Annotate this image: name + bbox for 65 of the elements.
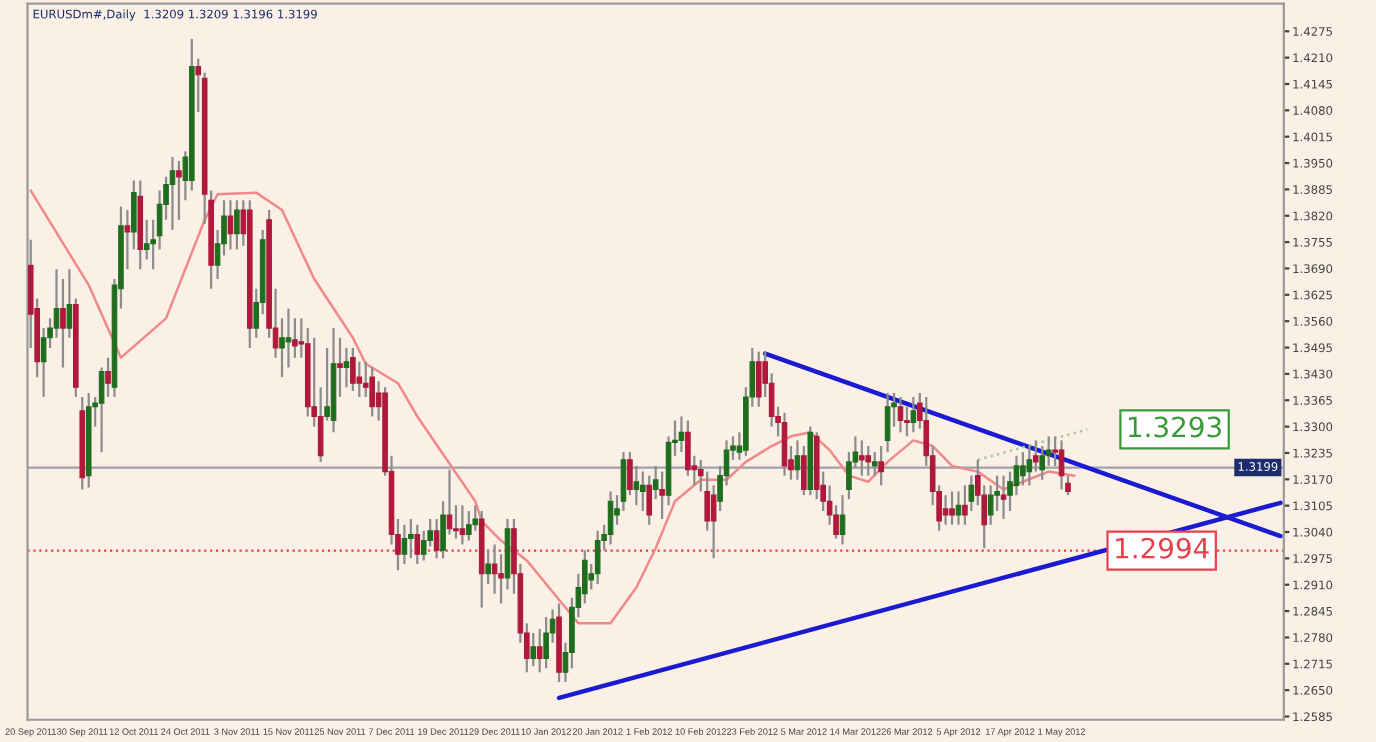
- candlestick: [839, 494, 846, 546]
- candlestick: [124, 208, 131, 271]
- candlestick: [369, 366, 376, 418]
- candlestick: [343, 346, 350, 389]
- candlestick: [169, 155, 176, 232]
- candlestick: [60, 277, 66, 369]
- candlestick: [659, 470, 665, 521]
- candlestick: [781, 411, 788, 477]
- candlestick: [871, 451, 878, 477]
- candlestick: [646, 474, 653, 526]
- candlestick: [755, 350, 762, 408]
- candlestick: [962, 484, 968, 526]
- ref-line-label: 1.2994: [1116, 537, 1209, 559]
- candlestick: [350, 346, 356, 393]
- candlestick: [627, 451, 633, 497]
- candlestick: [1020, 451, 1026, 487]
- candlestick: [801, 444, 807, 497]
- candlestick: [285, 307, 292, 369]
- candlestick: [910, 395, 917, 434]
- candlestick: [337, 336, 343, 399]
- candlestick: [543, 616, 549, 670]
- candlestick: [362, 360, 369, 399]
- candlestick: [897, 395, 904, 434]
- candlestick: [485, 549, 491, 586]
- candlestick: [530, 631, 537, 668]
- candlestick: [1052, 435, 1058, 468]
- candlestick: [594, 529, 601, 586]
- candlestick: [40, 326, 47, 399]
- annotation: 1.3293: [1129, 416, 1221, 438]
- candlestick: [987, 484, 994, 526]
- candlestick: [143, 218, 150, 261]
- candlestick: [356, 360, 363, 399]
- candlestick: [904, 405, 910, 438]
- candlestick: [865, 444, 872, 477]
- candlestick: [685, 419, 691, 477]
- candlestick: [536, 627, 543, 674]
- candlestick: [279, 317, 285, 379]
- candlestick: [949, 490, 955, 526]
- candlestick: [408, 517, 414, 560]
- candlestick: [639, 470, 646, 513]
- candlestick: [1058, 439, 1065, 491]
- candlestick: [955, 490, 962, 526]
- candlestick: [878, 444, 884, 487]
- candlestick: [859, 439, 865, 477]
- candlestick: [942, 494, 949, 526]
- candlestick: [794, 439, 801, 481]
- candlestick: [401, 523, 408, 566]
- candlestick: [498, 553, 504, 605]
- candlestick: [433, 517, 440, 560]
- candlestick: [446, 468, 453, 536]
- candlestick: [884, 391, 891, 454]
- candlestick: [292, 317, 298, 359]
- line-series: [29, 189, 1076, 625]
- candlestick: [176, 159, 182, 221]
- candlestick: [1039, 444, 1046, 481]
- candlestick: [459, 504, 466, 546]
- candlestick: [98, 366, 105, 454]
- candlestick: [633, 464, 640, 507]
- candlestick: [105, 356, 111, 399]
- candlestick: [414, 523, 421, 566]
- candlestick: [1026, 444, 1033, 487]
- candlestick: [466, 509, 472, 542]
- candlestick: [491, 543, 498, 595]
- candlestick: [234, 199, 240, 251]
- candlestick: [1000, 474, 1007, 521]
